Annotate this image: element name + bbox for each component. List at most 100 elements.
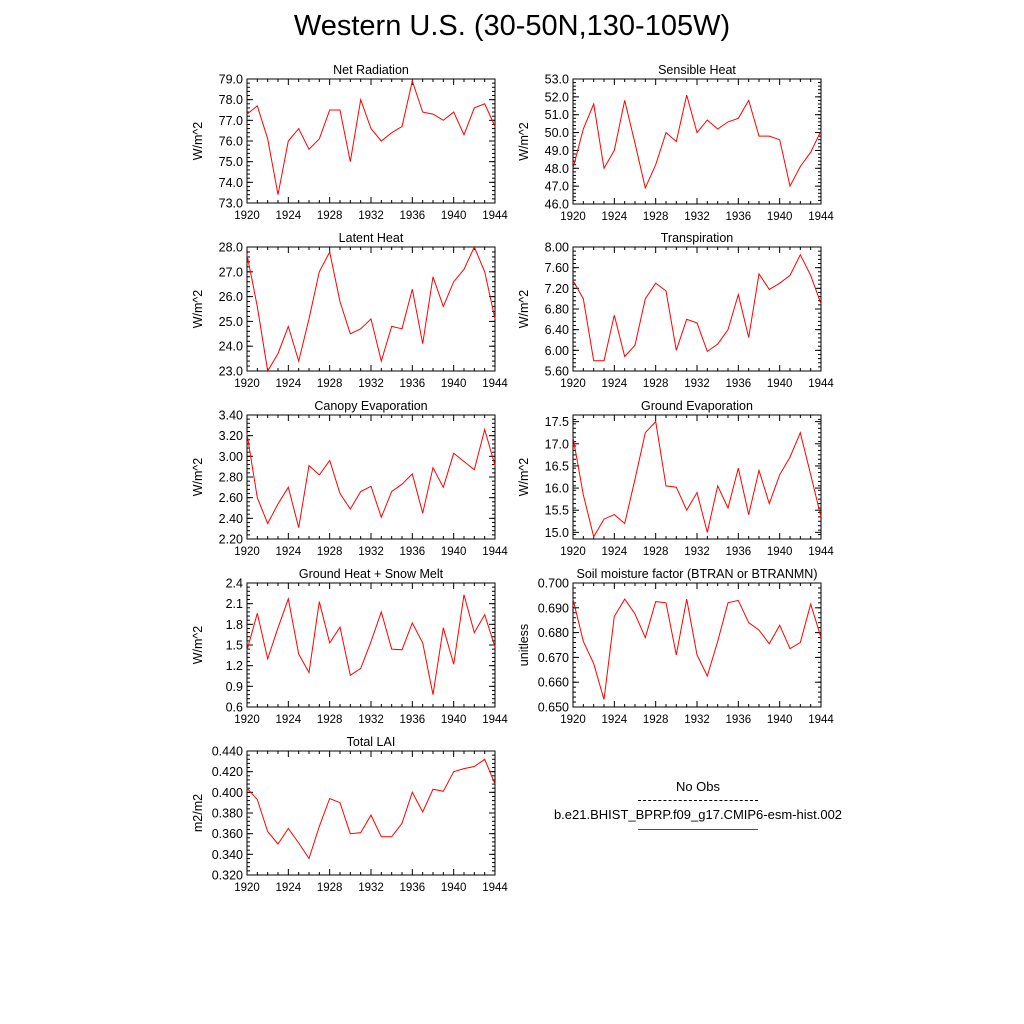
x-tick-label: 1924 [602,211,628,223]
y-tick-label: 17.0 [545,437,569,451]
x-tick-label: 1924 [602,378,628,390]
series-line [246,427,496,528]
x-tick-label: 1940 [441,546,467,558]
y-tick-label: 79.0 [219,73,243,87]
chart-panel-7: Ground Heat + Snow Melt W/m^2 1920 1924 1928… [191,567,508,726]
x-tick-label: 1936 [726,378,752,390]
x-tick-label: 1932 [684,378,710,390]
x-tick-label: 1932 [358,714,384,726]
series-line [572,94,822,190]
y-tick-label: 0.650 [538,701,569,715]
x-tick-label: 1924 [276,210,302,222]
y-tick-label: 47.0 [545,180,569,194]
y-tick-label: 1.5 [226,639,243,653]
series-line [246,594,496,695]
plot-frame [246,414,496,540]
y-tick-label: 78.0 [219,93,243,107]
chart-panel-2: Sensible Heat W/m^2 1920 1924 1928 1932 1936 19… [517,63,834,223]
x-tick-label: 1944 [808,714,834,726]
x-tick-label: 1920 [234,378,260,390]
chart-panel-6: Ground Evaporation W/m^2 1920 1924 1928 1932 1… [517,399,834,558]
plot-frame [572,414,822,540]
x-tick-label: 1932 [358,546,384,558]
y-axis-label: m2/m2 [191,794,205,832]
x-tick-label: 1920 [560,546,586,558]
panel-title: Soil moisture factor (BTRAN or BTRANMN) [576,567,817,581]
y-tick-label: 1.8 [226,618,243,632]
x-tick-label: 1940 [767,546,793,558]
plot-frame [572,78,822,205]
x-tick-label: 1920 [560,378,586,390]
x-tick-label: 1920 [234,714,260,726]
y-tick-label: 2.40 [219,512,243,526]
x-tick-label: 1940 [441,378,467,390]
legend-case-label: b.e21.BHIST_BPRP.f09_g17.CMIP6-esm-hist.… [553,807,843,822]
plot-frame [572,246,822,372]
chart-panel-9: Total LAI m2/m2 1920 1924 1928 1932 1936 1940 19… [191,735,508,894]
series-line [572,253,822,362]
y-tick-label: 73.0 [219,197,243,211]
x-tick-label: 1944 [482,882,508,894]
y-tick-label: 7.20 [545,282,569,296]
y-tick-label: 15.5 [545,504,569,518]
y-tick-label: 2.4 [226,577,243,591]
x-tick-label: 1944 [808,378,834,390]
series-line [246,79,496,195]
plot-frame [246,246,496,372]
y-tick-label: 50.0 [545,126,569,140]
y-tick-label: 0.9 [226,680,243,694]
figure-title: Western U.S. (30-50N,130-105W) [293,10,731,42]
x-tick-label: 1928 [643,211,669,223]
y-tick-label: 3.00 [219,450,243,464]
plot-frame [572,582,822,708]
y-tick-label: 16.5 [545,459,569,473]
x-tick-label: 1928 [643,714,669,726]
plot-frame [246,78,496,204]
x-tick-label: 1920 [560,714,586,726]
y-tick-label: 3.20 [219,429,243,443]
y-axis-label: W/m^2 [191,458,205,497]
x-tick-label: 1928 [317,378,343,390]
y-tick-label: 5.60 [545,365,569,379]
panel-title: Latent Heat [339,231,404,245]
x-tick-label: 1940 [441,882,467,894]
series-line [572,598,822,700]
plot-frame [246,750,496,876]
x-tick-label: 1936 [726,211,752,223]
y-tick-label: 1.2 [226,659,243,673]
x-tick-label: 1936 [400,210,426,222]
y-tick-label: 0.670 [538,651,569,665]
chart-panel-3: Latent Heat W/m^2 1920 1924 1928 1932 1936 1940… [191,231,508,390]
series-line [572,420,822,539]
x-tick-label: 1944 [482,210,508,222]
y-tick-label: 28.0 [219,241,243,255]
x-tick-label: 1928 [643,378,669,390]
x-tick-label: 1940 [441,210,467,222]
x-tick-label: 1940 [441,714,467,726]
panel-title: Sensible Heat [658,63,736,77]
y-axis-label: W/m^2 [191,626,205,665]
y-tick-label: 0.380 [212,807,243,821]
x-tick-label: 1944 [482,378,508,390]
x-tick-label: 1940 [767,378,793,390]
y-tick-label: 75.0 [219,155,243,169]
y-tick-label: 8.00 [545,241,569,255]
panel-title: Transpiration [661,231,734,245]
y-tick-label: 3.40 [219,409,243,423]
y-tick-label: 15.0 [545,526,569,540]
x-tick-label: 1924 [602,714,628,726]
x-tick-label: 1920 [234,210,260,222]
y-axis-label: W/m^2 [517,122,531,161]
x-tick-label: 1928 [317,882,343,894]
x-tick-label: 1924 [276,882,302,894]
x-tick-label: 1928 [317,714,343,726]
y-tick-label: 46.0 [545,198,569,212]
y-tick-label: 52.0 [545,90,569,104]
x-tick-label: 1924 [276,546,302,558]
y-axis-label: unitless [517,624,531,666]
y-tick-label: 25.0 [219,315,243,329]
y-tick-label: 51.0 [545,108,569,122]
x-tick-label: 1944 [808,546,834,558]
x-tick-label: 1936 [400,378,426,390]
